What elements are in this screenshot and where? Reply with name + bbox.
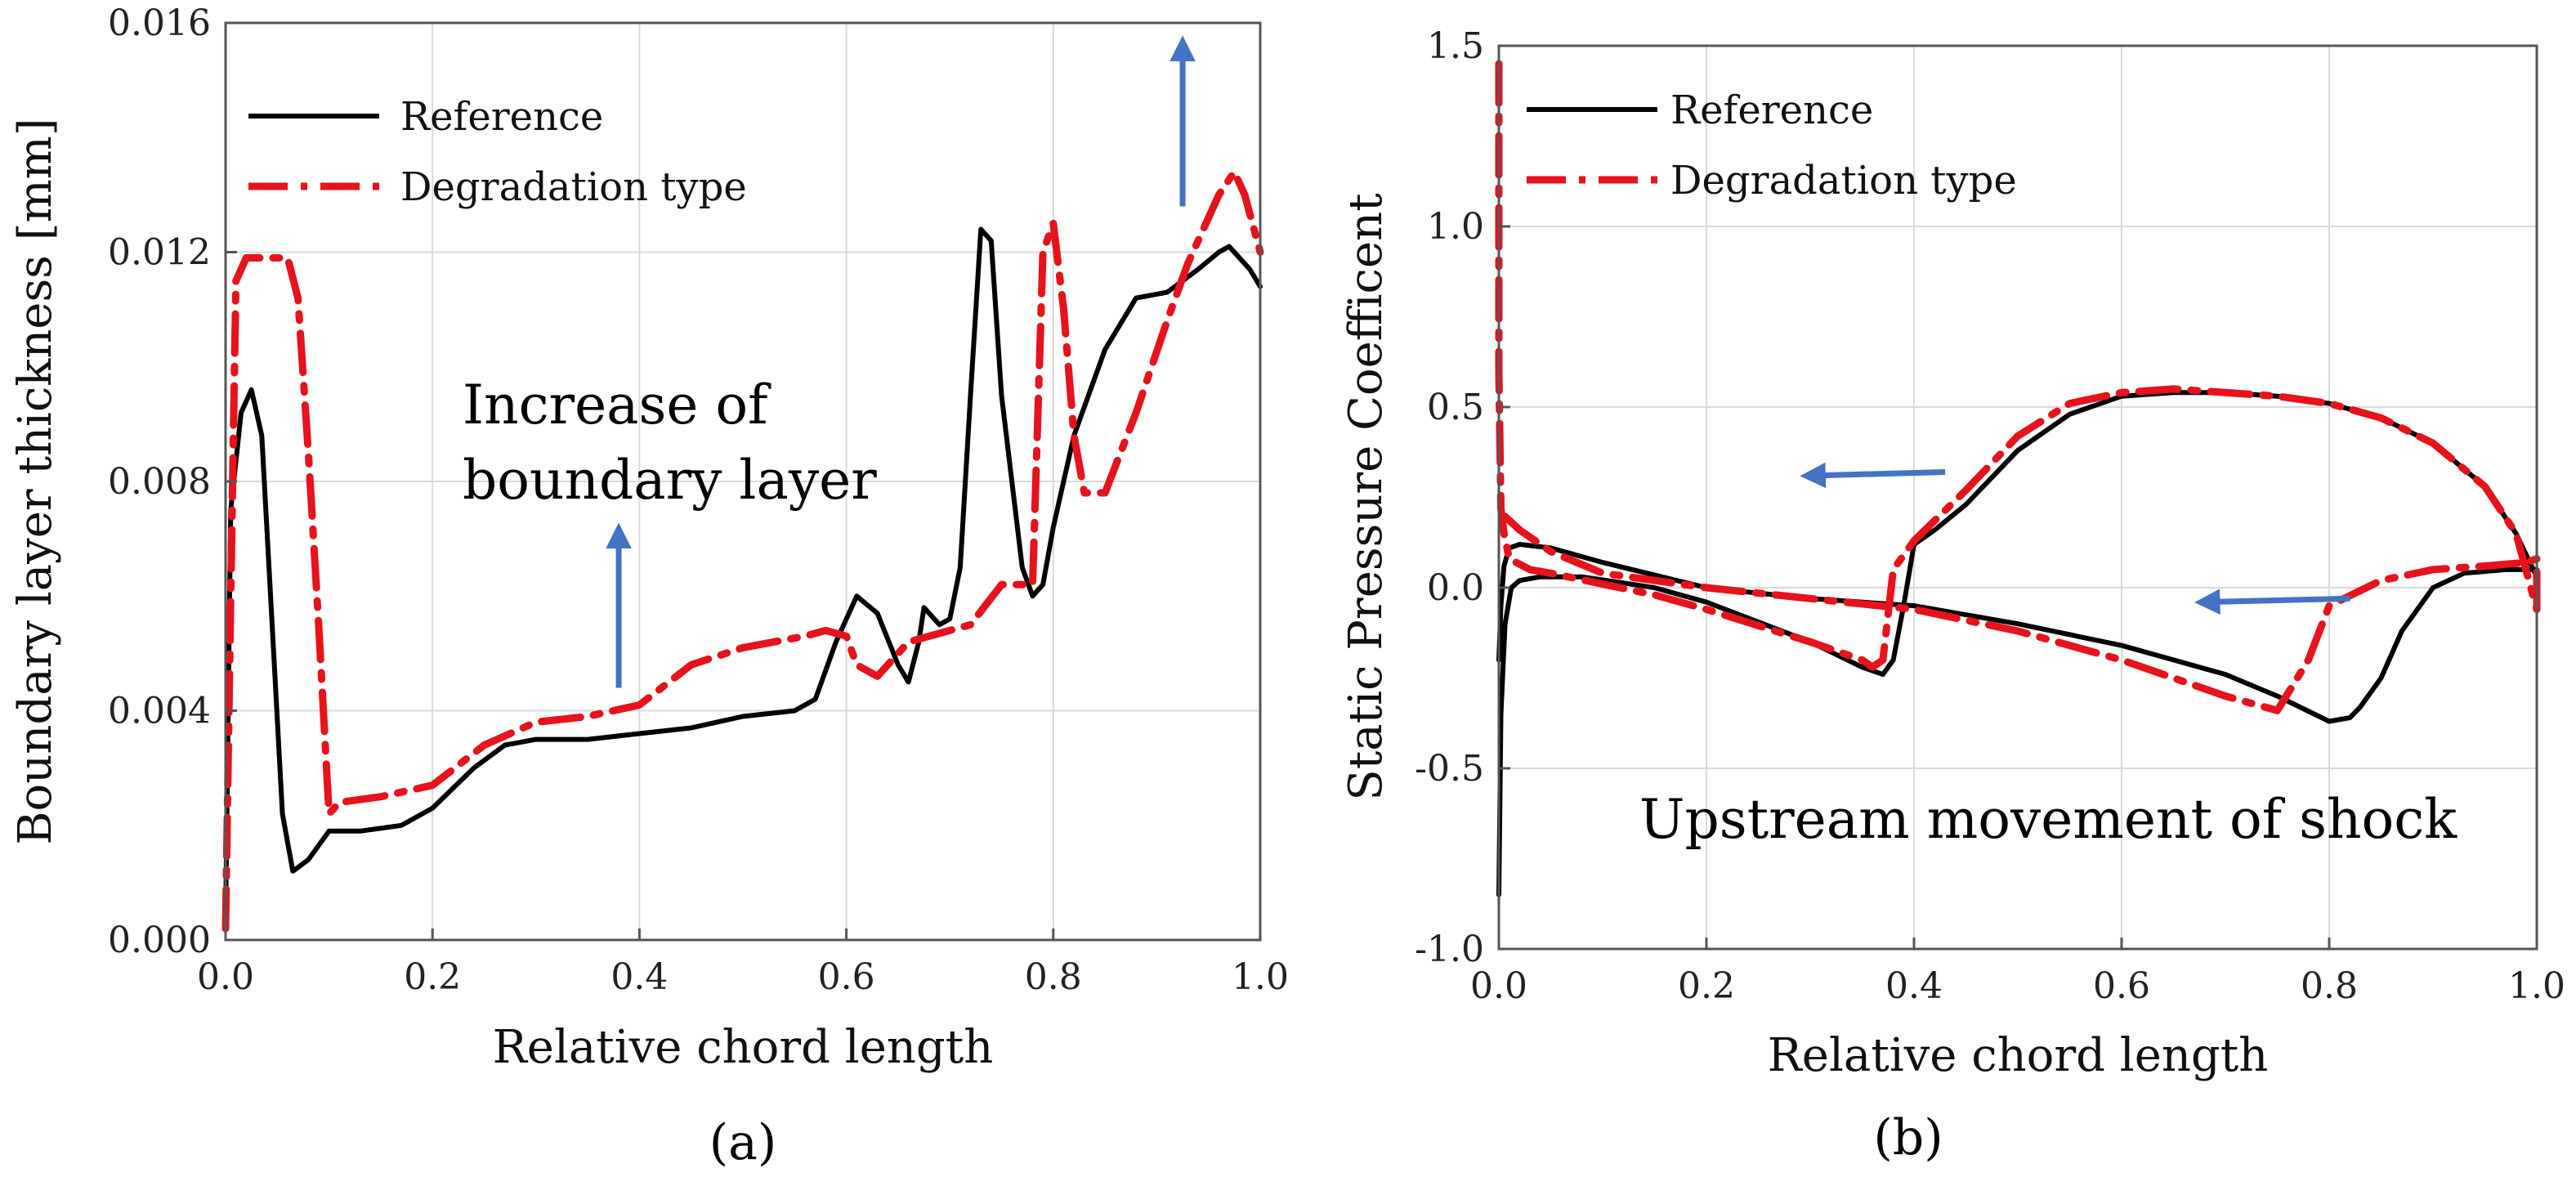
panel-a-legend-label-reference: Reference: [400, 94, 603, 140]
panel-b-series: [1495, 60, 2541, 897]
panel-a-annotation-line-2: boundary layer: [463, 449, 877, 512]
panel-b-arrows: [1800, 462, 2350, 615]
panel-a-series-degradation-line: [221, 168, 1264, 933]
panel-b-arrow-left-1: [2194, 589, 2350, 615]
panel-b-plot-frame: [1497, 44, 2538, 951]
panel-b-legend: Reference Degradation type: [1527, 87, 2017, 204]
panel-b-annotation: Upstream movement of shock: [1639, 788, 2457, 851]
panel-b-y-tick-label: 1.0: [1427, 206, 1484, 248]
panel-a-y-tick-label: 0.004: [108, 691, 211, 732]
panel-a-y-axis-title: Boundary layer thickness [mm]: [9, 118, 62, 844]
panel-a-y-tick-label: 0.000: [108, 920, 211, 961]
panel-a-caption: (a): [709, 1114, 777, 1171]
panel-a-x-tick-label: 0.6: [818, 956, 875, 998]
panel-a-series-reference-line: [223, 226, 1263, 925]
panel-b-x-tick-label: 0.0: [1470, 965, 1527, 1007]
panel-b-y-tick-label: 1.5: [1427, 25, 1484, 67]
panel-b-legend-label-degradation: Degradation type: [1670, 158, 2017, 204]
panel-b-y-tick-label: -0.5: [1415, 748, 1484, 790]
panel-a-arrows: [606, 35, 1196, 688]
panel-b-caption: (b): [1873, 1109, 1943, 1166]
panel-b-y-tick-label: 0.0: [1427, 567, 1484, 609]
panel-a-y-tick-label: 0.012: [108, 232, 211, 274]
panel-a-chart: 0.0 0.2 0.4 0.6 0.8 1.0 0.000 0.004 0.008 0.012 0.…: [9, 2, 1289, 1171]
panel-b-legend-label-reference: Reference: [1670, 87, 1873, 133]
panel-a-annotation-line-1: Increase of: [463, 374, 771, 436]
panel-a-x-tick-label: 1.0: [1232, 956, 1289, 998]
panel-a-legend: Reference Degradation type: [248, 94, 747, 210]
panel-a-x-tick-label: 0.0: [197, 956, 254, 998]
panel-b-x-tick-label: 1.0: [2508, 965, 2565, 1007]
panel-b-y-tick-label: -1.0: [1415, 929, 1484, 970]
panel-a-y-tick-label: 0.008: [108, 461, 211, 503]
panel-a-x-tick-label: 0.2: [404, 956, 461, 998]
panel-b-y-axis-title: Static Pressure Coefficent: [1339, 193, 1393, 801]
panel-b-chart: 0.0 0.2 0.4 0.6 0.8 1.0 -1.0 -0.5 0.0 0.5 1.0 1.5 R…: [1339, 25, 2565, 1166]
panel-b-ticks: 0.0 0.2 0.4 0.6 0.8 1.0 -1.0 -0.5 0.0 0.5 1.0 1.5: [1415, 25, 2565, 1007]
panel-a-series: [221, 168, 1264, 933]
panel-b-x-tick-label: 0.4: [1885, 965, 1943, 1007]
panel-b-x-tick-label: 0.8: [2301, 965, 2358, 1007]
panel-b-x-tick-label: 0.6: [2093, 965, 2150, 1007]
panel-a-x-tick-label: 0.8: [1025, 956, 1082, 998]
panel-b-x-tick-label: 0.2: [1678, 965, 1735, 1007]
panel-b-series-degradation-line: [1495, 60, 2541, 714]
panel-a-legend-label-degradation: Degradation type: [400, 164, 747, 210]
panel-a-x-tick-label: 0.4: [610, 956, 668, 998]
panel-a-y-tick-label: 0.016: [108, 2, 211, 44]
panel-a-ticks: 0.0 0.2 0.4 0.6 0.8 1.0 0.000 0.004 0.008 0.012 0.…: [108, 2, 1289, 998]
panel-a-x-axis-title: Relative chord length: [493, 1021, 994, 1074]
panel-b-y-tick-label: 0.5: [1427, 387, 1484, 428]
panel-b-arrow-left-0: [1800, 462, 1946, 489]
panel-b-x-axis-title: Relative chord length: [1768, 1029, 2269, 1082]
